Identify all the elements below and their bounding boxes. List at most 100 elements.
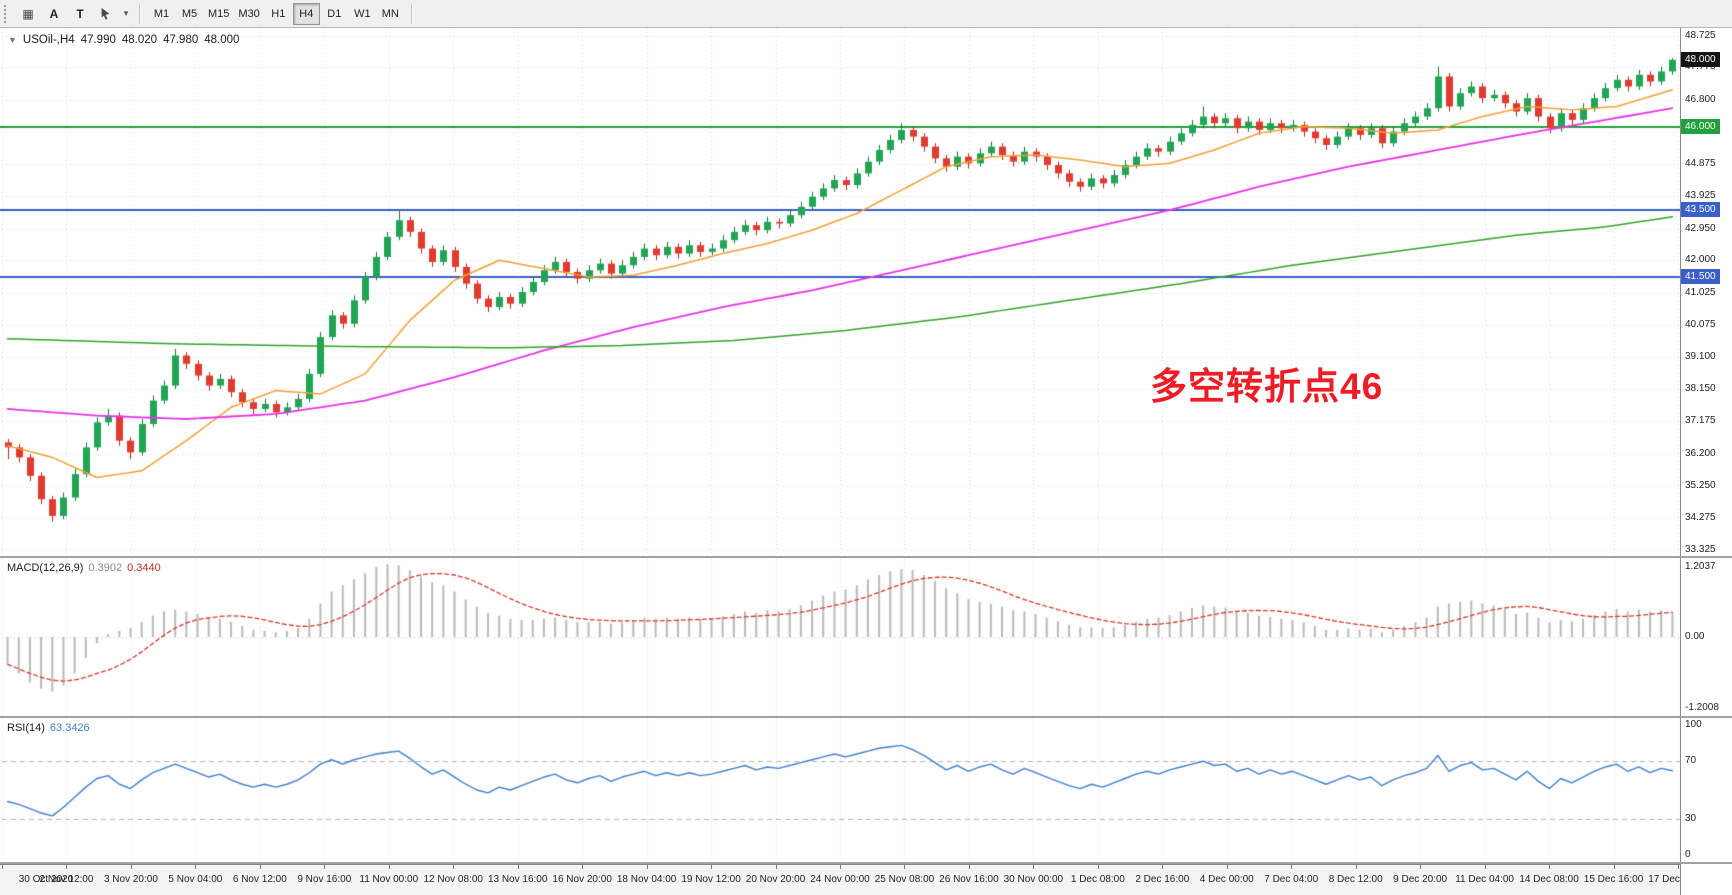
time-label: 6 Nov 12:00: [232, 874, 287, 885]
time-tick-mark: [1162, 865, 1163, 869]
macd-scale-zero: 0.00: [1685, 631, 1705, 642]
time-tick-mark: [711, 865, 712, 869]
price-tick-label: 37.175: [1685, 415, 1716, 427]
time-tick-mark: [1098, 865, 1099, 869]
macd-name: MACD(12,26,9): [7, 562, 84, 574]
time-label: 4 Dec 00:00: [1199, 874, 1254, 885]
annotation-tool-button[interactable]: A: [42, 3, 66, 25]
price-tick-label: 40.075: [1685, 318, 1716, 330]
timeframe-buttons: M1 M5 M15 M30 H1 H4 D1 W1 MN: [148, 2, 404, 25]
macd-panel: MACD(12,26,9) 0.3902 0.3440: [0, 558, 1680, 716]
low-value: 47.980: [163, 34, 199, 46]
price-tick-label: 36.200: [1685, 448, 1716, 460]
time-label: 15 Dec 16:00: [1583, 874, 1644, 885]
macd-scale-max: 1.2037: [1685, 561, 1716, 572]
toolbar-separator: [410, 3, 413, 24]
timeframe-button-MN[interactable]: MN: [377, 3, 404, 25]
price-tick-label: 38.150: [1685, 382, 1716, 394]
panel-separator[interactable]: [0, 716, 1732, 718]
annotation-text: 多空转折点46: [1150, 366, 1384, 407]
price-tick-label: 42.950: [1685, 222, 1716, 234]
price-badge: 48.000: [1681, 51, 1720, 67]
timeframe-button-H1[interactable]: H1: [265, 3, 292, 25]
time-label: 18 Nov 04:00: [616, 874, 677, 885]
time-tick-mark: [1033, 865, 1034, 869]
timeframe-button-H4[interactable]: H4: [292, 2, 320, 25]
time-tick-mark: [1420, 865, 1421, 869]
rsi-canvas[interactable]: [0, 718, 1680, 862]
time-tick-mark: [389, 865, 390, 869]
time-tick-mark: [324, 865, 325, 869]
time-tick-mark: [1291, 865, 1292, 869]
time-label: 7 Dec 04:00: [1264, 874, 1319, 885]
cursor-tool-button[interactable]: [94, 3, 118, 25]
chevron-down-icon: ▾: [123, 8, 129, 18]
time-label: 11 Dec 04:00: [1455, 874, 1514, 885]
toolbar-drag-handle[interactable]: [4, 4, 10, 23]
time-label: 20 Nov 20:00: [745, 874, 806, 885]
time-tick-mark: [453, 865, 454, 869]
time-label: 2 Nov 12:00: [39, 874, 94, 885]
time-label: 11 Nov 00:00: [359, 874, 419, 885]
timeframe-button-W1[interactable]: W1: [349, 3, 376, 25]
price-tick-label: 46.800: [1685, 93, 1716, 105]
main-chart-panel: ▼ USOil-,H4 47.990 48.020 47.980 48.000: [0, 28, 1680, 556]
time-label: 12 Nov 08:00: [423, 874, 483, 885]
time-label: 25 Nov 08:00: [874, 874, 935, 885]
timeframe-button-D1[interactable]: D1: [321, 3, 348, 25]
time-tick-mark: [647, 865, 648, 869]
time-tick-mark: [1356, 865, 1357, 869]
time-label: 5 Nov 04:00: [168, 874, 223, 885]
price-badge: 46.000: [1681, 118, 1720, 134]
price-badge: 41.500: [1681, 268, 1720, 284]
grid-tool-button[interactable]: ▦: [16, 3, 40, 25]
panel-separator[interactable]: [0, 556, 1732, 558]
rsi-scale-label: 30: [1685, 812, 1697, 824]
price-tick-label: 35.250: [1685, 479, 1716, 491]
time-label: 16 Nov 20:00: [552, 874, 612, 885]
time-label: 30 Oct 2020: [18, 874, 74, 885]
chart-title: ▼ USOil-,H4 47.990 48.020 47.980 48.000: [8, 34, 239, 46]
macd-scale-min: -1.2008: [1685, 702, 1719, 713]
time-label: 2 Dec 16:00: [1135, 874, 1190, 885]
time-label: 13 Nov 16:00: [487, 874, 548, 885]
price-scale[interactable]: 48.72547.77546.80045.85044.87543.92542.9…: [1680, 28, 1732, 895]
time-tick-mark: [582, 865, 583, 869]
time-tick-mark: [904, 865, 905, 869]
toolbar: ▦ A T ▾ M1 M5 M15 M30 H1 H4 D1 W1 MN: [0, 0, 1732, 28]
price-tick-label: 34.275: [1685, 512, 1716, 524]
time-label: 9 Dec 20:00: [1393, 874, 1448, 885]
price-tick-label: 33.325: [1685, 544, 1716, 556]
text-tool-button[interactable]: T: [68, 3, 92, 25]
time-label: 24 Nov 00:00: [810, 874, 870, 885]
time-tick-mark: [260, 865, 261, 869]
time-tick-mark: [1549, 865, 1550, 869]
open-value: 47.990: [80, 34, 116, 46]
time-axis[interactable]: 30 Oct 2020 2 Nov 12:00 3 Nov 20:00 5 Nov 0…: [0, 864, 1680, 895]
rsi-scale-label: 70: [1685, 755, 1697, 767]
panel-separator[interactable]: [0, 862, 1732, 864]
macd-label: MACD(12,26,9) 0.3902 0.3440: [7, 562, 161, 574]
timeframe-button-M30[interactable]: M30: [234, 3, 263, 25]
time-tick-mark: [1227, 865, 1228, 869]
main-chart-canvas[interactable]: [0, 28, 1680, 556]
timeframe-button-M15[interactable]: M15: [204, 3, 233, 25]
one-click-collapse-icon[interactable]: ▼: [8, 35, 17, 45]
time-tick-mark: [2, 865, 3, 869]
rsi-panel: RSI(14) 63.3426: [0, 718, 1680, 862]
price-tick-label: 41.025: [1685, 286, 1716, 298]
tool-dropdown-button[interactable]: ▾: [120, 3, 132, 25]
timeframe-button-M1[interactable]: M1: [148, 3, 175, 25]
time-label: 8 Dec 12:00: [1328, 874, 1383, 885]
time-label: 9 Nov 16:00: [297, 874, 352, 885]
high-value: 48.020: [121, 34, 158, 46]
time-tick-mark: [969, 865, 970, 869]
time-label: 19 Nov 12:00: [681, 874, 741, 885]
macd-main-value: 0.3902: [88, 562, 123, 574]
time-label: 3 Nov 20:00: [103, 874, 158, 885]
time-tick-mark: [66, 865, 67, 869]
time-tick-mark: [1614, 865, 1615, 869]
macd-signal-value: 0.3440: [127, 562, 161, 574]
macd-canvas[interactable]: [0, 558, 1680, 716]
timeframe-button-M5[interactable]: M5: [176, 3, 203, 25]
